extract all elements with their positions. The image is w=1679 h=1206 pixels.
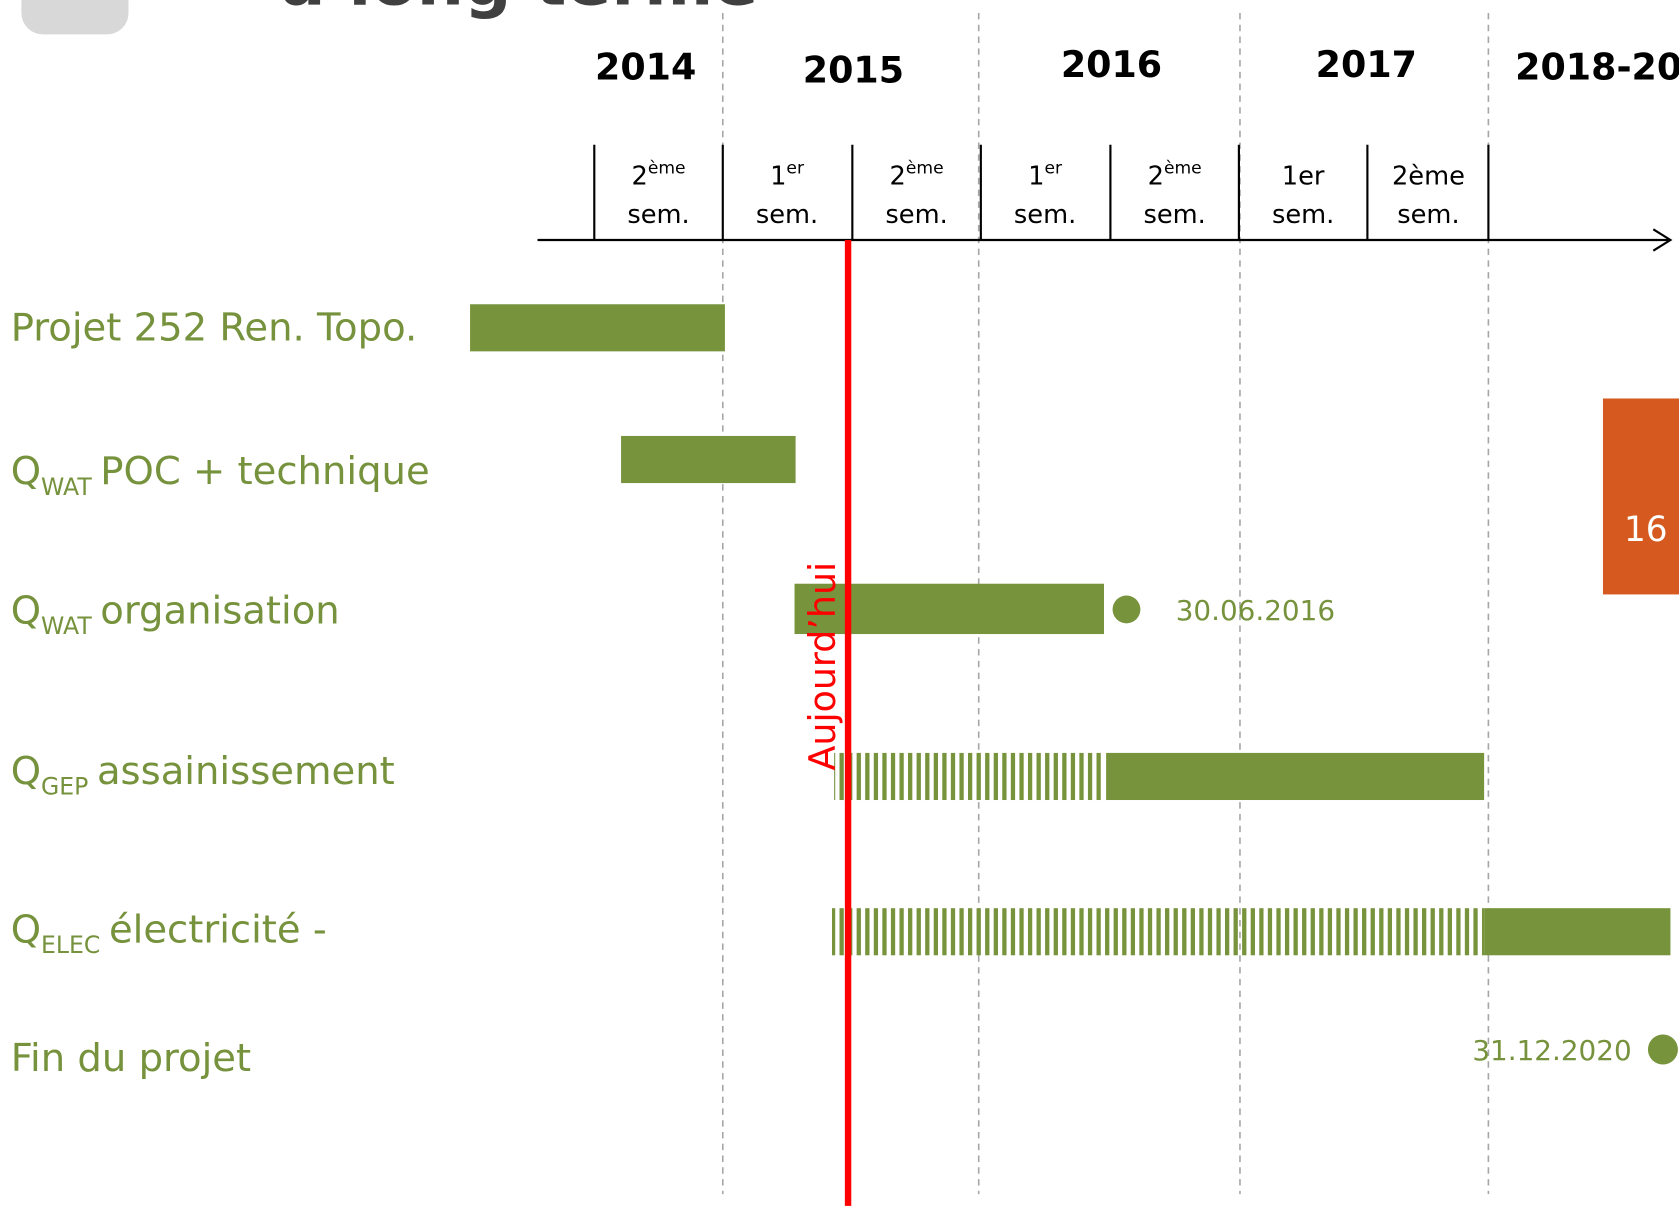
slide-title: à long terme: [281, 0, 759, 20]
row-q: Q: [11, 449, 41, 494]
year-label: 2018-20: [1515, 45, 1679, 88]
milestone-date: 30.06.2016: [1176, 594, 1335, 627]
today-label: Aujourd’hui: [801, 562, 844, 771]
page-number: 16: [1624, 510, 1668, 550]
semester-number: 1: [1028, 161, 1044, 191]
semester-unit: sem.: [885, 200, 947, 230]
semester-label: 1er: [1028, 159, 1063, 192]
semester-sup: er: [786, 159, 805, 179]
row-label: QELEC électricité -: [11, 907, 327, 959]
semester-label: 2ème: [1148, 159, 1202, 192]
semester-label: 1er: [1282, 161, 1325, 191]
task-bar: [621, 436, 796, 483]
semester-sup: ème: [906, 159, 944, 179]
year-label: 2014: [595, 45, 696, 88]
semester-label: 2ème: [631, 159, 685, 192]
row-text: organisation: [100, 588, 339, 633]
row-text: POC + technique: [100, 449, 429, 494]
row-label: Fin du projet: [11, 1036, 251, 1081]
semester-label: 1er: [770, 159, 805, 192]
milestone-dot: [1113, 596, 1141, 624]
semester-sup: ème: [648, 159, 686, 179]
row-sub: ELEC: [41, 931, 100, 959]
semester-number: 2ème: [1392, 161, 1465, 191]
row-sub: GEP: [41, 773, 88, 801]
task-bar: [470, 304, 725, 351]
row-q: Q: [11, 907, 41, 952]
row-q: Q: [11, 588, 41, 633]
semester-unit: sem.: [1143, 200, 1205, 230]
row-q: Q: [11, 749, 41, 794]
semester-number: 2: [631, 161, 647, 191]
row-text: Fin du projet: [11, 1036, 251, 1081]
page-tab: [1603, 398, 1679, 594]
semester-unit: sem.: [627, 200, 689, 230]
milestone-date: 31.12.2020: [1472, 1034, 1631, 1067]
row-label: Projet 252 Ren. Topo.: [11, 306, 418, 351]
semester-number: 2: [1148, 161, 1164, 191]
semester-sup: ème: [1164, 159, 1202, 179]
row-text: électricité -: [109, 907, 327, 952]
semester-unit: sem.: [1014, 200, 1076, 230]
row-sub: WAT: [41, 473, 92, 501]
semester-unit: sem.: [756, 200, 818, 230]
task-bar: [834, 753, 1103, 800]
semester-number: 2: [890, 161, 906, 191]
year-label: 2015: [803, 49, 904, 92]
logo-icon: [21, 0, 128, 34]
semester-unit: sem.: [1397, 200, 1459, 230]
gantt: à long terme20142015201620172018-202èmes…: [0, 0, 1679, 1206]
row-sub: WAT: [41, 612, 92, 640]
semester-label: 2ème: [1392, 161, 1465, 191]
semester-label: 2ème: [890, 159, 944, 192]
milestone-dot: [1648, 1035, 1678, 1065]
task-bar: [1106, 753, 1484, 800]
semester-number: 1: [770, 161, 786, 191]
semester-number: 1er: [1282, 161, 1325, 191]
row-text: assainissement: [97, 749, 395, 794]
row-text: Projet 252 Ren. Topo.: [11, 306, 418, 351]
row-label: QWAT organisation: [11, 588, 340, 640]
task-bar: [832, 908, 1484, 955]
year-label: 2017: [1316, 43, 1417, 86]
slide: à long terme20142015201620172018-202èmes…: [0, 0, 1679, 1206]
task-bar: [1484, 908, 1670, 955]
row-label: QWAT POC + technique: [11, 449, 430, 501]
row-label: QGEP assainissement: [11, 749, 395, 801]
year-label: 2016: [1061, 43, 1162, 86]
semester-unit: sem.: [1272, 200, 1334, 230]
semester-sup: er: [1044, 159, 1063, 179]
